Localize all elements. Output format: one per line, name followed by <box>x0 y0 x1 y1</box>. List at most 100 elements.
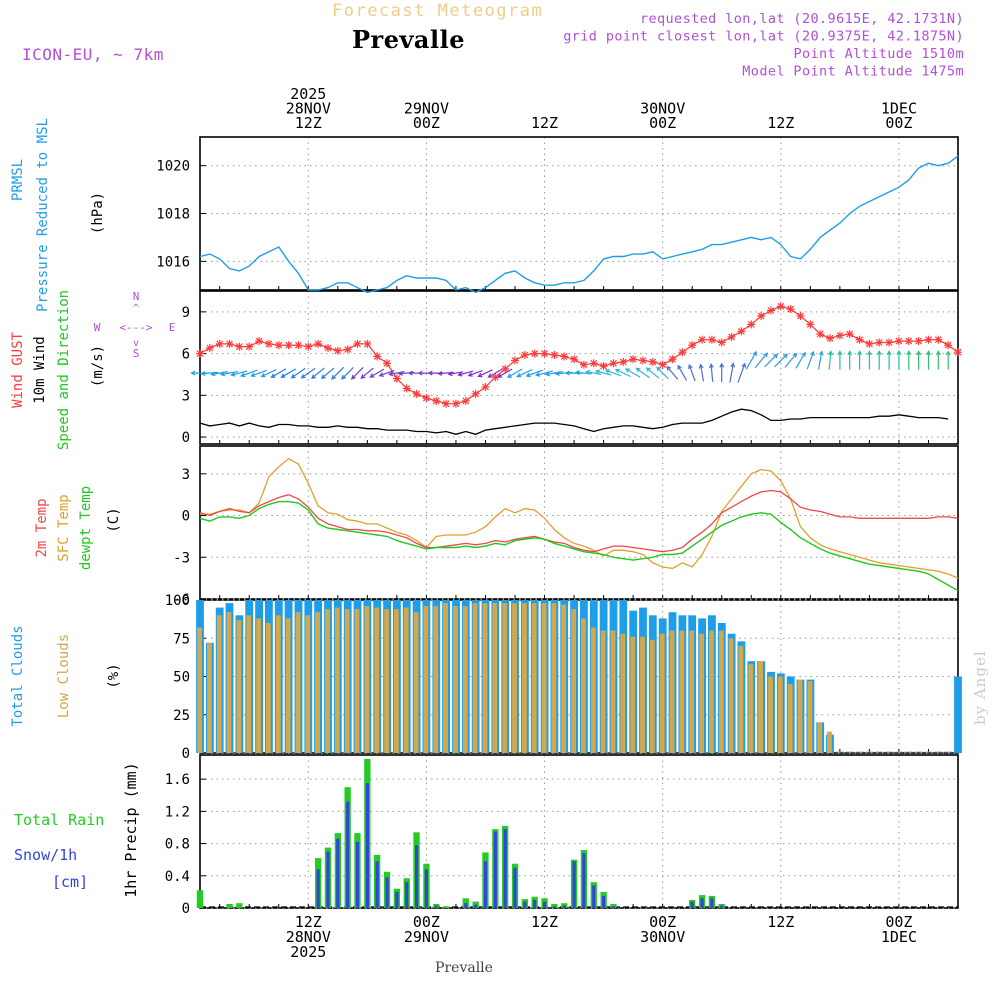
snow-bar <box>464 903 468 908</box>
gust-marker <box>865 339 874 348</box>
gust-marker <box>196 349 204 358</box>
gust-marker <box>747 320 756 329</box>
y-tick-label: 0.4 <box>165 869 190 885</box>
wind-arrow-head <box>945 350 951 356</box>
wind-arrow-head <box>525 372 531 378</box>
panel-frame-wind <box>199 290 959 445</box>
bottom-time-label: 28NOV <box>286 928 331 946</box>
precip-label-rain: Total Rain <box>14 811 104 829</box>
low-cloud-bar <box>531 603 537 753</box>
gust-marker <box>501 364 510 373</box>
low-cloud-bar <box>502 603 508 753</box>
snow-bar <box>592 885 596 908</box>
wind-arrow <box>737 363 746 383</box>
snow-bar <box>720 905 724 908</box>
gust-marker <box>363 339 372 348</box>
wind-label-direction: Speed and Direction <box>56 290 72 450</box>
wind-arrow-head <box>847 350 853 356</box>
low-cloud-bar <box>817 722 823 753</box>
wind-arrow-head <box>783 353 788 359</box>
low-cloud-bar <box>433 606 439 753</box>
wind-arrow-head <box>200 371 206 376</box>
gust-marker <box>274 341 283 350</box>
wind-arrow <box>261 369 277 378</box>
gust-marker <box>786 305 795 314</box>
rain-bar <box>551 904 558 908</box>
header-meta-line: requested lon,lat (20.9615E, 42.1731N) <box>640 11 964 27</box>
gust-marker <box>875 338 884 347</box>
top-time-label: 29NOV <box>404 100 449 118</box>
y-tick-label: 1018 <box>156 207 190 223</box>
wind-arrow <box>754 352 768 369</box>
wind-arrow-head <box>935 350 941 356</box>
gust-marker <box>550 351 559 359</box>
wind-arrow <box>666 366 679 380</box>
gust-marker <box>816 330 825 339</box>
snow-bar <box>533 899 537 908</box>
gust-marker <box>835 331 844 340</box>
wind-arrow <box>281 368 297 378</box>
low-cloud-bar <box>482 603 488 753</box>
wind-arrow <box>526 369 543 377</box>
y-tick-label: 6 <box>182 347 190 363</box>
wind-arrow-head <box>666 365 672 371</box>
low-cloud-bar <box>423 606 429 753</box>
wind-arrow-head <box>886 350 892 356</box>
wind-arrow-head <box>708 363 714 369</box>
wind-arrow <box>379 369 395 377</box>
low-cloud-bar <box>443 603 448 753</box>
gust-marker <box>343 345 352 354</box>
y-tick-label: 100 <box>165 593 190 609</box>
gust-marker <box>481 383 490 391</box>
low-cloud-bar <box>787 684 793 753</box>
low-cloud-bar <box>374 607 380 753</box>
wind-arrow-head <box>624 368 631 373</box>
wind-arrow <box>497 368 513 378</box>
gust-marker <box>658 360 667 369</box>
gust-marker <box>432 396 441 405</box>
wind-arrow <box>729 363 734 383</box>
bottom-time-label: 2025 <box>290 943 326 961</box>
snow-bar <box>434 905 438 908</box>
wind-arrow-head <box>260 372 266 378</box>
gust-marker <box>767 306 775 315</box>
snow-bar <box>552 906 556 908</box>
wind-arrow <box>468 370 483 377</box>
gust-marker <box>609 359 618 368</box>
gust-marker <box>806 320 815 329</box>
wind-arrow <box>586 371 602 375</box>
wind-arrow-head <box>792 352 798 358</box>
wind-arrow-head <box>688 363 693 370</box>
wind-arrow <box>688 364 696 382</box>
top-time-label: 2025 <box>290 85 326 103</box>
y-tick-label: -6 <box>173 592 190 608</box>
wind-arrow <box>251 369 268 377</box>
low-cloud-bar <box>384 609 389 753</box>
low-cloud-bar <box>728 638 734 754</box>
wind-arrow-head <box>544 371 550 377</box>
wind-arrow-head <box>614 368 620 374</box>
low-cloud-bar <box>777 676 783 753</box>
rain-bar <box>462 898 469 908</box>
low-cloud-bar <box>620 633 626 753</box>
wind-arrow-head <box>554 371 560 376</box>
panel-frame-precip <box>199 754 959 909</box>
wind-arrow <box>764 353 778 368</box>
gust-marker <box>264 339 273 348</box>
low-cloud-bar <box>236 619 242 753</box>
gust-marker <box>599 362 608 371</box>
gust-marker <box>944 341 953 350</box>
compass-down: v <box>133 338 139 349</box>
snow-bar <box>316 869 320 908</box>
snow-bar <box>365 783 369 908</box>
bottom-time-label: 12Z <box>295 913 322 931</box>
low-cloud-bar <box>768 676 773 753</box>
snow-bar <box>602 895 606 908</box>
top-time-label: 00Z <box>649 114 676 132</box>
header-meta-line: grid point closest lon,lat (20.9375E, 42… <box>563 29 964 45</box>
gust-marker <box>954 348 962 357</box>
low-cloud-bar <box>610 630 616 753</box>
snow-bar <box>493 831 497 908</box>
wind-arrow-head <box>250 372 256 378</box>
